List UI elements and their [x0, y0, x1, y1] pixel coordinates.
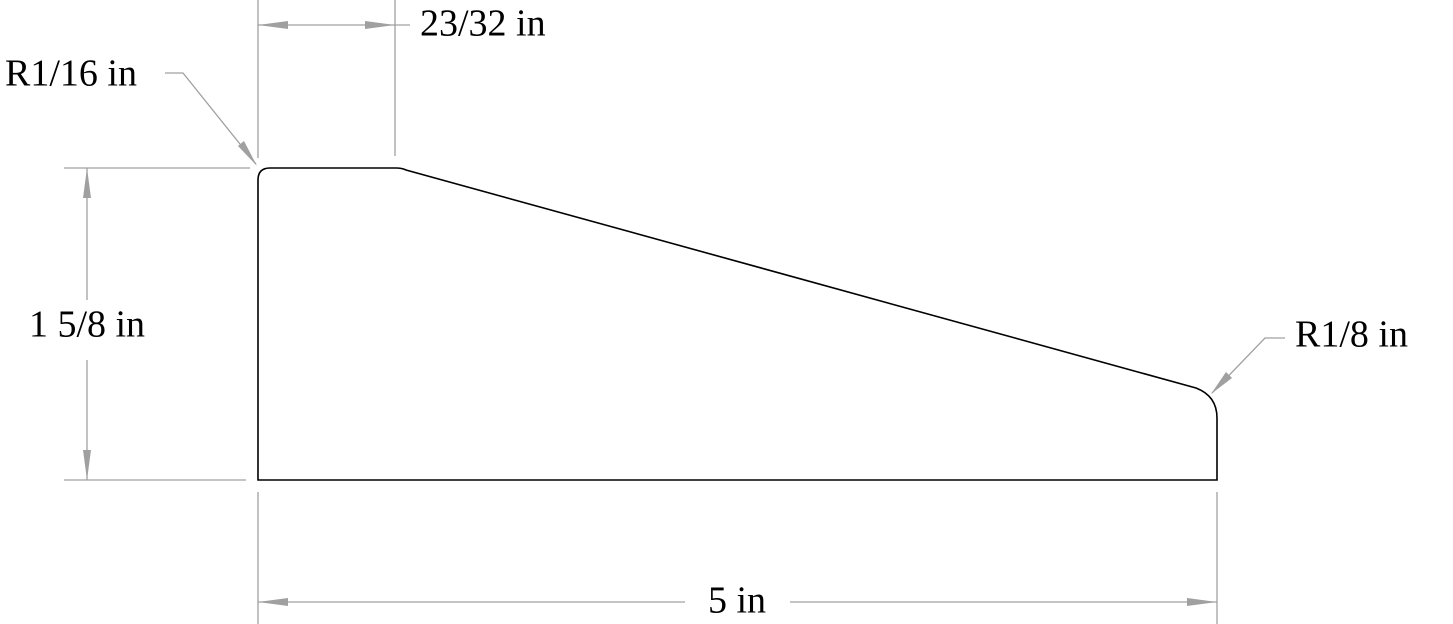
leader-line [1211, 337, 1285, 394]
arrowhead [258, 598, 288, 606]
dimension-label: 5 in [708, 580, 766, 622]
part-profile [257, 167, 1218, 481]
arrowhead [238, 141, 257, 166]
dimension-label: 23/32 in [420, 3, 546, 45]
arrowhead [365, 21, 395, 29]
arrowhead [258, 21, 288, 29]
radius-label: R1/16 in [5, 53, 137, 95]
leader-line [165, 72, 257, 165]
arrowhead [83, 168, 91, 198]
radius-label: R1/8 in [1295, 314, 1408, 356]
arrowhead [1187, 598, 1217, 606]
arrowhead [1211, 372, 1232, 394]
dimension-label: 1 5/8 in [29, 304, 145, 346]
arrowhead [83, 450, 91, 480]
